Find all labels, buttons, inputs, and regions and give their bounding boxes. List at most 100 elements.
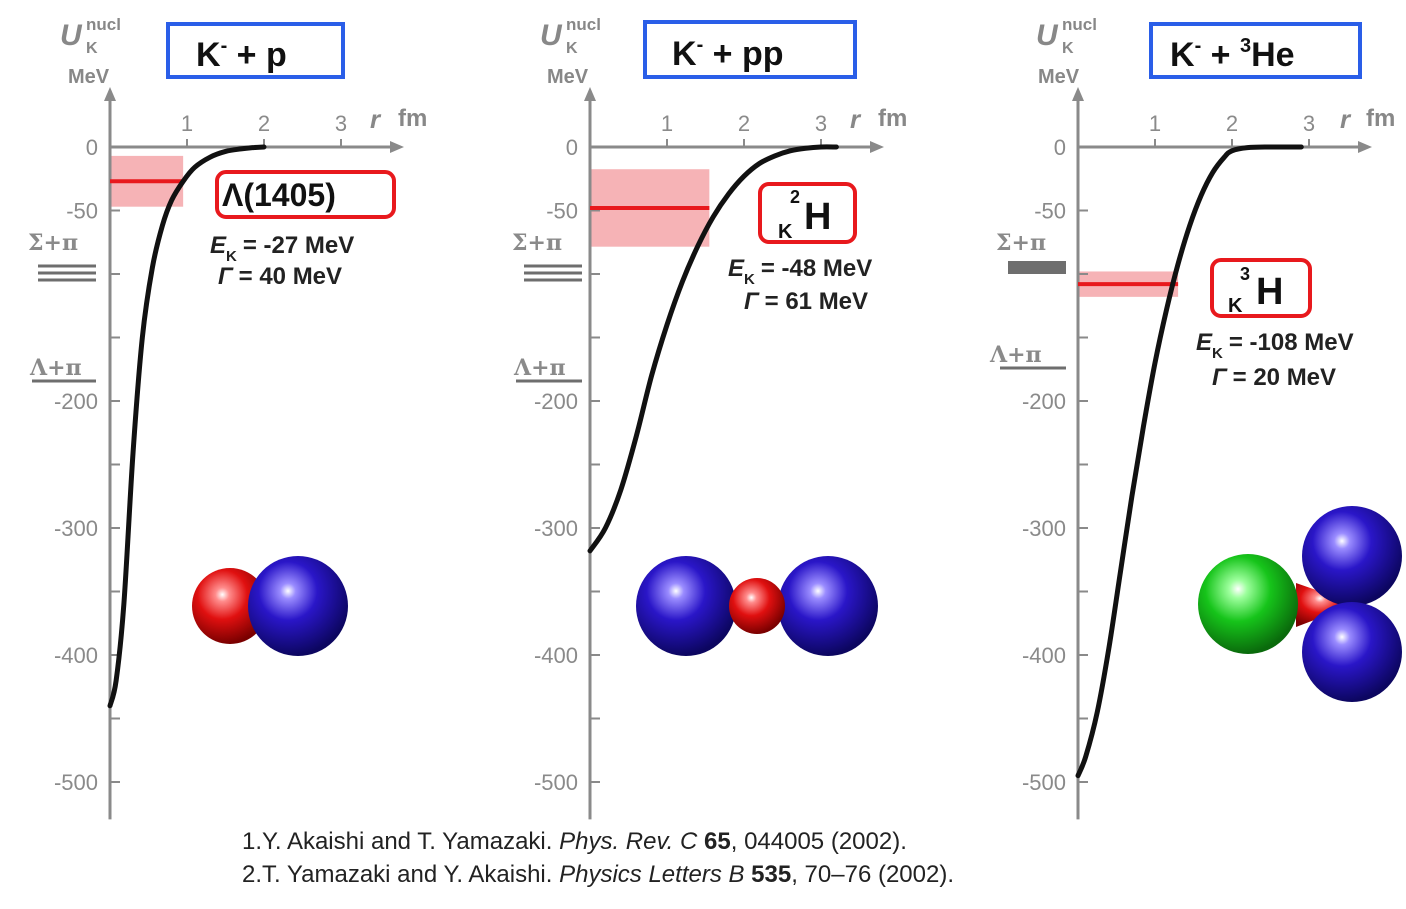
- y-axis-title: U nucl K MeV: [1036, 15, 1097, 88]
- y-tick-label: -500: [54, 770, 98, 795]
- energy-annotation: EK = -48 MeV Γ = 61 MeV: [728, 255, 872, 315]
- y-axis-symbol: U: [540, 19, 563, 52]
- plot-area: 0 -50 -200 -300 -400 -500 1 2 3: [1022, 87, 1372, 820]
- panel-k-3he: U nucl K MeV K- + 3He r fm 0 -50 -200 -300 -…: [989, 15, 1402, 820]
- proton-sphere-top: [1302, 506, 1402, 606]
- kaon-sphere: [192, 568, 268, 644]
- y-tick-label: 0: [1054, 135, 1066, 160]
- y-tick-label: -400: [54, 643, 98, 668]
- threshold-sigma-pi: Σ+π: [28, 230, 96, 282]
- potential-curve: [107, 144, 267, 709]
- y-tick-label: -50: [546, 199, 578, 224]
- molecule-k-p: [192, 556, 348, 656]
- threshold-lambda-pi: Λ+π: [989, 342, 1066, 370]
- width-text: Γ = 40 MeV: [218, 263, 342, 290]
- y-axis-arrow: [1072, 87, 1084, 101]
- y-tick-label: -50: [66, 199, 98, 224]
- panel-k-p: U nucl K MeV K- + p r fm 0 -50 -200 -300 -40…: [28, 15, 427, 820]
- molecule-k-pp: [636, 556, 878, 656]
- state-label-sub: K: [1228, 295, 1243, 317]
- y-axis-unit: MeV: [547, 66, 589, 88]
- proton-sphere-left: [636, 556, 736, 656]
- y-axis-sup: nucl: [86, 15, 121, 34]
- y-tick-label: -300: [54, 516, 98, 541]
- state-label-main: H: [1256, 271, 1283, 313]
- x-axis-unit: fm: [878, 105, 907, 132]
- neutron-sphere: [1198, 554, 1298, 654]
- y-axis-sup: nucl: [1062, 15, 1097, 34]
- references: 1.Y. Akaishi and T. Yamazaki. Phys. Rev.…: [242, 828, 954, 888]
- x-tick-label: 1: [181, 111, 193, 136]
- y-axis-unit: MeV: [1038, 66, 1080, 88]
- y-tick-label: -200: [1022, 389, 1066, 414]
- state-label-main: H: [804, 196, 831, 238]
- x-axis-symbol: r: [850, 104, 862, 134]
- x-tick-label: 2: [258, 111, 270, 136]
- y-tick-label: -300: [534, 516, 578, 541]
- y-tick-label: 0: [566, 135, 578, 160]
- proton-sphere-right: [778, 556, 878, 656]
- state-label-box: 2 K H: [758, 182, 857, 244]
- threshold-lambda-pi: Λ+π: [513, 355, 582, 383]
- state-label-box: Λ(1405): [215, 170, 396, 219]
- x-axis-unit: fm: [1366, 105, 1395, 132]
- y-axis-sub: K: [1062, 40, 1074, 57]
- width-text: Γ = 61 MeV: [744, 288, 868, 315]
- y-axis-symbol: U: [1036, 19, 1059, 52]
- threshold-band: [1008, 261, 1066, 274]
- state-label-box: 3 K H: [1210, 258, 1312, 318]
- reaction-title-box: K- + pp: [643, 20, 857, 79]
- proton-sphere-bottom: [1302, 602, 1402, 702]
- x-axis-symbol: r: [370, 104, 382, 134]
- y-axis-sub: K: [566, 40, 578, 57]
- reaction-title: K- + 3He: [1170, 35, 1295, 74]
- energy-text: EK = -27 MeV: [210, 232, 354, 265]
- y-axis-sup: nucl: [566, 15, 601, 34]
- energy-annotation: EK = -108 MeV Γ = 20 MeV: [1196, 329, 1354, 391]
- x-axis-unit: fm: [398, 105, 427, 132]
- threshold-lambda-pi: Λ+π: [29, 355, 96, 383]
- y-tick-label: -400: [534, 643, 578, 668]
- y-tick-label: -500: [1022, 770, 1066, 795]
- x-axis-symbol: r: [1340, 104, 1352, 134]
- y-tick-label: -50: [1034, 199, 1066, 224]
- x-axis-arrow: [870, 141, 884, 153]
- x-axis-arrow: [1358, 141, 1372, 153]
- y-axis-title: U nucl K MeV: [540, 15, 601, 88]
- y-tick-label: -300: [1022, 516, 1066, 541]
- threshold-sigma-pi: Σ+π: [996, 230, 1066, 274]
- plot-area: 0 -50 -200 -300 -400 -500 1 2 3: [534, 87, 884, 820]
- threshold-lambda-pi-label: Λ+π: [29, 355, 82, 381]
- plot-area: 0 -50 -200 -300 -400 -500 1 2 3: [54, 87, 404, 820]
- molecule-k-3he: [1198, 506, 1402, 702]
- y-axis-sub: K: [86, 40, 98, 57]
- threshold-sigma-pi-label: Σ+π: [28, 230, 78, 256]
- y-tick-label: -200: [534, 389, 578, 414]
- x-tick-label: 3: [1303, 111, 1315, 136]
- reaction-title-box: K- + p: [166, 22, 345, 79]
- threshold-lambda-pi-label: Λ+π: [989, 342, 1042, 368]
- width-text: Γ = 20 MeV: [1212, 364, 1336, 391]
- reference-2: 2.T. Yamazaki and Y. Akaishi. Physics Le…: [242, 861, 954, 888]
- x-axis-arrow: [390, 141, 404, 153]
- y-axis-title: U nucl K MeV: [60, 15, 121, 88]
- x-tick-label: 3: [815, 111, 827, 136]
- threshold-sigma-pi-label: Σ+π: [512, 230, 562, 256]
- x-tick-label: 2: [738, 111, 750, 136]
- threshold-lambda-pi-label: Λ+π: [513, 355, 566, 381]
- y-tick-label: -400: [1022, 643, 1066, 668]
- y-axis-unit: MeV: [68, 66, 110, 88]
- y-axis-arrow: [104, 87, 116, 101]
- state-label: Λ(1405): [222, 177, 336, 213]
- kaon-sphere: [729, 578, 785, 634]
- x-tick-label: 2: [1226, 111, 1238, 136]
- panel-k-pp: U nucl K MeV K- + pp r fm 0 -50 -200 -300 -4…: [512, 15, 907, 820]
- state-label-sub: K: [778, 221, 793, 243]
- proton-sphere: [248, 556, 348, 656]
- potential-curve: [587, 144, 839, 554]
- state-label-sup: 3: [1240, 264, 1250, 284]
- reaction-title: K- + pp: [672, 34, 784, 73]
- y-tick-label: -500: [534, 770, 578, 795]
- x-tick-label: 3: [335, 111, 347, 136]
